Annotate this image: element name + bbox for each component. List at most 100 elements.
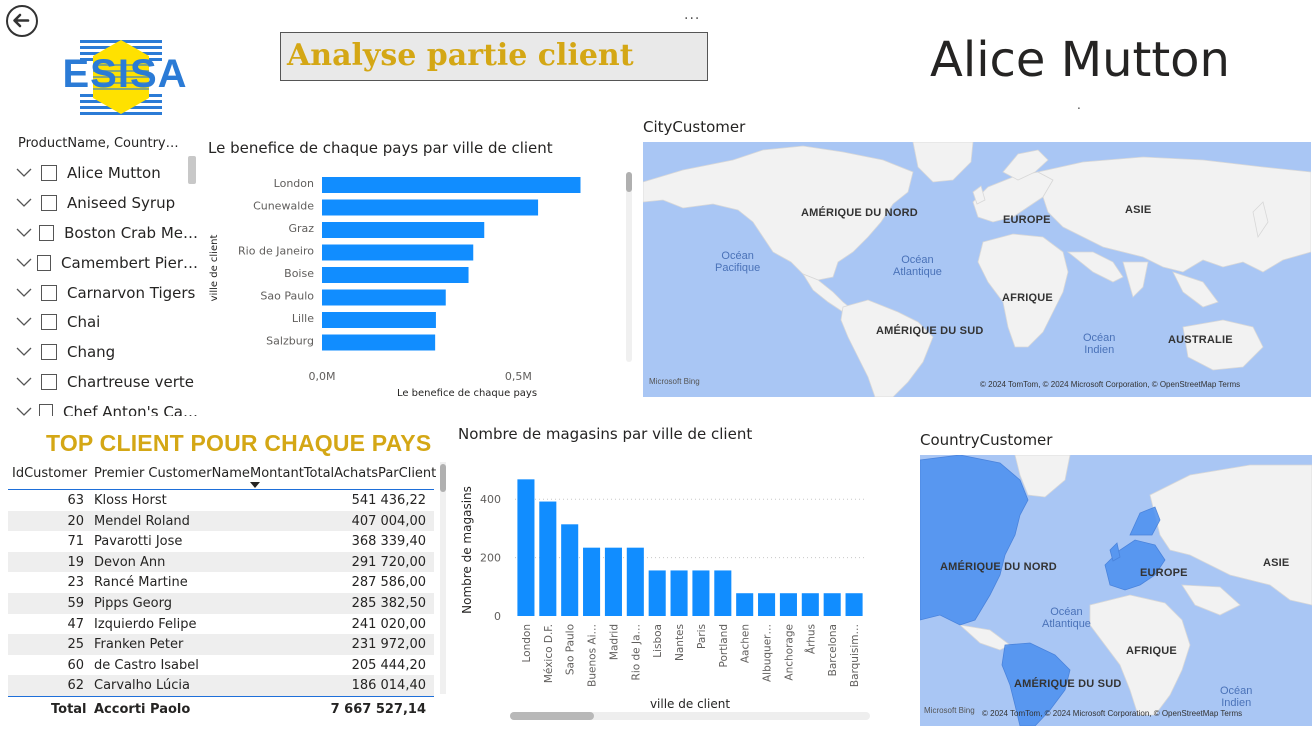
checkbox[interactable]: [39, 224, 55, 241]
cell-name: Devon Ann: [94, 554, 166, 570]
chart2-bar[interactable]: [517, 479, 535, 616]
slicer-item[interactable]: Chartreuse verte: [14, 367, 198, 397]
table-scrollbar[interactable]: [440, 464, 446, 492]
cell-id: 19: [67, 554, 84, 570]
chevron-down-icon[interactable]: [14, 312, 36, 332]
checkbox[interactable]: [41, 164, 57, 181]
chevron-down-icon[interactable]: [14, 283, 36, 303]
slicer-item[interactable]: Camembert Pier…: [14, 248, 198, 278]
sort-desc-icon[interactable]: [250, 482, 260, 488]
chart2-bar[interactable]: [758, 593, 776, 616]
table-row[interactable]: 60 de Castro Isabel 205 444,20: [8, 654, 434, 676]
checkbox[interactable]: [37, 254, 52, 271]
chart1-bar[interactable]: [322, 312, 436, 328]
chart2-bar[interactable]: [845, 593, 863, 616]
table-row[interactable]: 25 Franken Peter 231 972,00: [8, 634, 434, 655]
chevron-down-icon[interactable]: [14, 253, 32, 273]
chart2-bar[interactable]: [736, 593, 754, 616]
chart1-bar[interactable]: [322, 177, 581, 193]
country-customer-map[interactable]: AMÉRIQUE DU NORD EUROPE ASIE AFRIQUE AMÉ…: [920, 455, 1312, 726]
checkbox[interactable]: [41, 374, 57, 391]
chart2-ytick: 0: [494, 610, 501, 623]
chart1-bar[interactable]: [322, 222, 485, 238]
chart2-category-label: Anchorage: [783, 624, 795, 681]
col-header-amount[interactable]: MontantTotalAchatsParClient: [250, 466, 437, 481]
total-amount: 7 667 527,14: [330, 701, 426, 717]
table-row[interactable]: 20 Mendel Roland 407 004,00: [8, 510, 434, 532]
map2-credit[interactable]: © 2024 TomTom, © 2024 Microsoft Corporat…: [982, 709, 1243, 718]
map1-ocean-pacific: Océan Pacifique: [715, 250, 761, 274]
chart1-bar[interactable]: [322, 244, 474, 261]
chevron-down-icon[interactable]: [14, 163, 36, 183]
chart2-category-label: Lisboa: [652, 624, 664, 658]
chart2-bar[interactable]: [670, 570, 688, 616]
slicer-item[interactable]: Chef Anton's Ca…: [14, 397, 198, 416]
table-row[interactable]: 23 Rancé Martine 287 586,00: [8, 572, 434, 593]
chart1-bar[interactable]: [322, 334, 436, 351]
chart2-bar[interactable]: [648, 570, 666, 616]
chart2-bar[interactable]: [539, 501, 557, 616]
back-button[interactable]: [6, 5, 38, 37]
city-customer-map[interactable]: AMÉRIQUE DU NORD EUROPE ASIE AFRIQUE AMÉ…: [643, 142, 1311, 397]
chart1-category-label: Graz: [288, 222, 314, 235]
chart1-bar[interactable]: [322, 199, 539, 216]
chart1-category-label: London: [274, 177, 314, 190]
table-row[interactable]: 59 Pipps Georg 285 382,50: [8, 592, 434, 614]
chart1-scrollbar[interactable]: [626, 172, 632, 192]
more-options-icon[interactable]: ...: [684, 7, 701, 23]
map1-ocean-indian: Océan Indien: [1083, 332, 1116, 356]
chart2-ytick: 200: [480, 552, 501, 565]
slicer-item-label: Boston Crab Me…: [64, 223, 198, 242]
slicer-item[interactable]: Chai: [14, 307, 198, 337]
table-header: IdCustomer Premier CustomerName MontantT…: [8, 462, 437, 490]
chart2-bar[interactable]: [823, 593, 841, 616]
table-row[interactable]: 19 Devon Ann 291 720,00: [8, 551, 434, 573]
chart2-title: Nombre de magasins par ville de client: [458, 425, 753, 443]
slicer-item[interactable]: Aniseed Syrup: [14, 188, 198, 218]
table-row[interactable]: 62 Carvalho Lúcia 186 014,40: [8, 675, 434, 696]
chart2-bar[interactable]: [714, 570, 732, 616]
chevron-down-icon[interactable]: [14, 342, 36, 362]
chart1-bar[interactable]: [322, 289, 446, 306]
map1-credit[interactable]: © 2024 TomTom, © 2024 Microsoft Corporat…: [980, 380, 1241, 389]
chart2-bar[interactable]: [561, 524, 579, 616]
chevron-down-icon[interactable]: [14, 223, 34, 243]
chart1-bar[interactable]: [322, 267, 469, 283]
chart2-category-label: Sao Paulo: [565, 624, 577, 675]
chart2-scrollbar[interactable]: [510, 712, 594, 720]
col-header-name[interactable]: Premier CustomerName: [94, 466, 250, 481]
checkbox[interactable]: [41, 344, 57, 361]
table-row[interactable]: 47 Izquierdo Felipe 241 020,00: [8, 613, 434, 635]
chevron-down-icon[interactable]: [14, 372, 36, 392]
report-title-box: Analyse partie client: [280, 32, 708, 81]
chart2-bar[interactable]: [692, 570, 710, 616]
slicer-item[interactable]: Boston Crab Me…: [14, 218, 198, 248]
cell-id: 20: [67, 513, 84, 529]
chart1-ylabel: ville de client: [209, 235, 220, 302]
chart1-category-label: Boise: [284, 267, 314, 280]
chart2-bar[interactable]: [604, 547, 622, 616]
table-row[interactable]: 63 Kloss Horst 541 436,22: [8, 490, 434, 511]
checkbox[interactable]: [41, 284, 57, 301]
chart2-bar[interactable]: [801, 593, 819, 616]
chevron-down-icon[interactable]: [14, 193, 36, 213]
checkbox[interactable]: [41, 314, 57, 331]
checkbox[interactable]: [41, 194, 57, 211]
slicer-scrollbar[interactable]: [188, 156, 196, 184]
slicer-header: ProductName, Country…: [18, 136, 179, 151]
chart2-bar[interactable]: [779, 593, 797, 616]
chart1-title: Le benefice de chaque pays par ville de …: [208, 139, 553, 157]
checkbox[interactable]: [38, 404, 54, 416]
top-client-table: IdCustomer Premier CustomerName MontantT…: [8, 462, 437, 720]
col-header-id[interactable]: IdCustomer: [12, 466, 88, 481]
slicer-item[interactable]: Chang: [14, 337, 198, 367]
cell-amount: 241 020,00: [351, 616, 426, 632]
map1-label-europe: EUROPE: [1003, 214, 1051, 226]
slicer-item[interactable]: Alice Mutton: [14, 158, 198, 188]
chevron-down-icon[interactable]: [14, 402, 34, 416]
slicer-item[interactable]: Carnarvon Tigers: [14, 278, 198, 308]
chart2-bar[interactable]: [583, 547, 601, 616]
chart2-category-label: Barcelona: [827, 624, 839, 676]
table-row[interactable]: 71 Pavarotti Jose 368 339,40: [8, 531, 434, 552]
chart2-bar[interactable]: [626, 547, 644, 616]
